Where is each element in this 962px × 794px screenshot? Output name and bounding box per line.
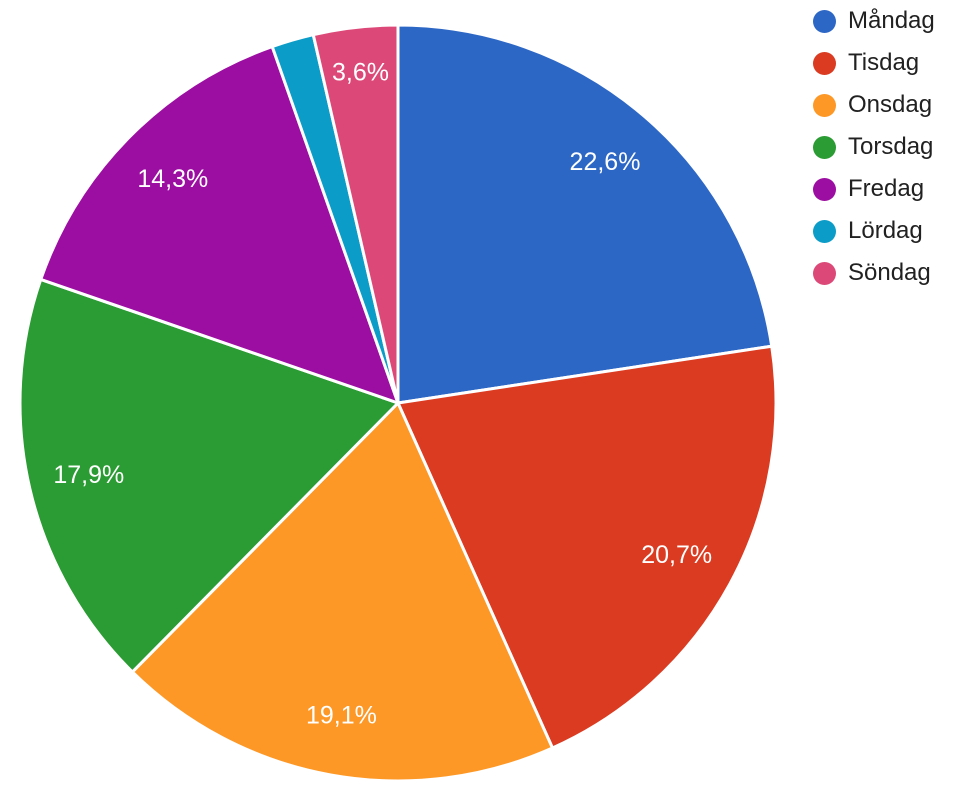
- legend-item-onsdag[interactable]: Onsdag: [813, 84, 935, 126]
- legend-label: Lördag: [848, 217, 923, 244]
- pie-slice-torsdag[interactable]: [18, 277, 400, 674]
- chart-legend: Måndag Tisdag Onsdag Torsdag Fredag Lörd…: [813, 0, 935, 294]
- legend-item-torsdag[interactable]: Torsdag: [813, 126, 935, 168]
- pie-slice-måndag[interactable]: [396, 23, 774, 405]
- pie-slice-söndag[interactable]: [311, 23, 400, 405]
- legend-label: Söndag: [848, 259, 931, 286]
- legend-item-fredag[interactable]: Fredag: [813, 168, 935, 210]
- legend-label: Torsdag: [848, 133, 934, 160]
- legend-item-måndag[interactable]: Måndag: [813, 0, 935, 42]
- legend-item-lördag[interactable]: Lördag: [813, 210, 935, 252]
- legend-label: Fredag: [848, 175, 925, 202]
- pie-slice-fredag[interactable]: [39, 45, 400, 405]
- legend-label: Onsdag: [848, 91, 933, 118]
- legend-color-swatch: [813, 261, 836, 285]
- legend-label: Tisdag: [848, 49, 920, 76]
- pie-slice-tisdag[interactable]: [396, 344, 778, 750]
- legend-color-swatch: [813, 135, 836, 159]
- legend-color-swatch: [813, 219, 836, 243]
- legend-color-swatch: [813, 93, 836, 117]
- legend-label: Måndag: [848, 7, 935, 34]
- legend-color-swatch: [813, 177, 836, 201]
- pie-slice-onsdag[interactable]: [130, 401, 554, 783]
- legend-item-söndag[interactable]: Söndag: [813, 252, 935, 294]
- legend-color-swatch: [813, 9, 836, 33]
- legend-color-swatch: [813, 51, 836, 75]
- legend-item-tisdag[interactable]: Tisdag: [813, 42, 935, 84]
